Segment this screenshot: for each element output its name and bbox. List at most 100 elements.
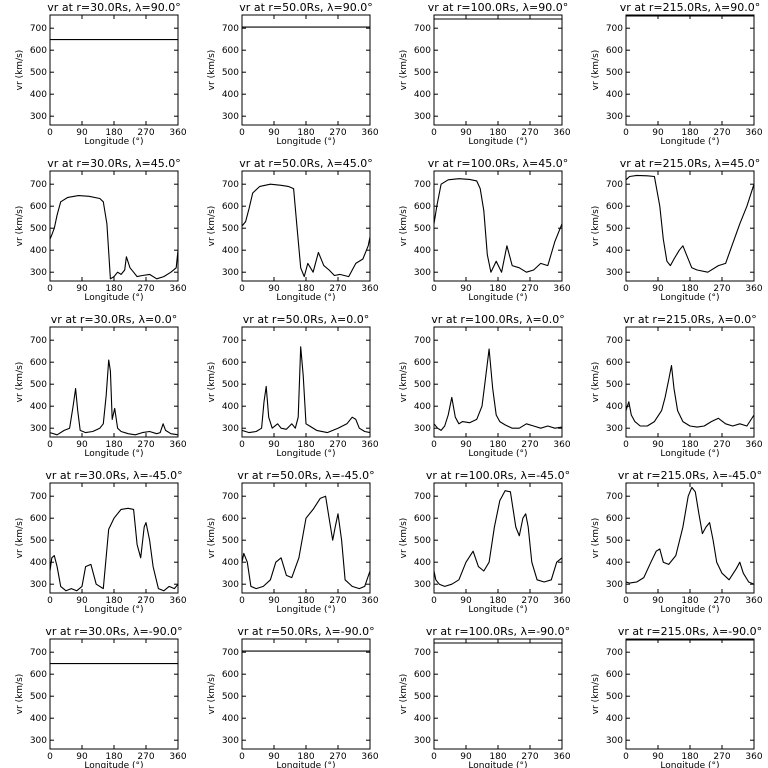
y-tick-label: 700 bbox=[606, 492, 623, 502]
x-tick-label: 0 bbox=[239, 128, 245, 138]
chart-title: vr at r=215.0Rs, λ=-90.0° bbox=[618, 625, 762, 638]
x-tick-label: 90 bbox=[460, 128, 472, 138]
y-tick-label: 300 bbox=[414, 268, 431, 278]
y-tick-label: 700 bbox=[414, 648, 431, 658]
x-axis-label: Longitude (°) bbox=[84, 137, 143, 147]
x-tick-label: 90 bbox=[76, 128, 88, 138]
x-tick-label: 360 bbox=[169, 596, 186, 606]
y-tick-label: 500 bbox=[222, 380, 239, 390]
plot-frame bbox=[625, 482, 755, 594]
x-axis-label: Longitude (°) bbox=[276, 137, 335, 147]
x-tick-label: 90 bbox=[268, 596, 280, 606]
x-tick-label: 0 bbox=[239, 284, 245, 294]
x-axis-label: Longitude (°) bbox=[468, 293, 527, 303]
x-tick-label: 0 bbox=[47, 128, 53, 138]
y-tick-label: 300 bbox=[30, 736, 47, 746]
chart-title: vr at r=215.0Rs, λ=-45.0° bbox=[618, 469, 762, 482]
chart-title: vr at r=215.0Rs, λ=0.0° bbox=[623, 313, 756, 326]
x-tick-label: 90 bbox=[652, 752, 664, 762]
y-axis-label: vr (km/s) bbox=[399, 50, 409, 91]
y-axis-label: vr (km/s) bbox=[591, 362, 601, 403]
x-tick-label: 90 bbox=[460, 752, 472, 762]
y-tick-label: 600 bbox=[606, 514, 623, 524]
y-tick-label: 400 bbox=[414, 714, 431, 724]
x-tick-label: 180 bbox=[681, 128, 698, 138]
x-tick-label: 180 bbox=[297, 440, 314, 450]
series-line bbox=[241, 346, 371, 434]
y-tick-label: 400 bbox=[606, 246, 623, 256]
x-tick-label: 360 bbox=[169, 752, 186, 762]
x-tick-label: 270 bbox=[521, 596, 538, 606]
y-axis-label: vr (km/s) bbox=[207, 206, 217, 247]
y-tick-label: 600 bbox=[222, 46, 239, 56]
x-axis-label: Longitude (°) bbox=[660, 293, 719, 303]
y-tick-label: 500 bbox=[222, 224, 239, 234]
y-tick-label: 400 bbox=[414, 402, 431, 412]
y-tick-label: 600 bbox=[222, 202, 239, 212]
x-tick-label: 180 bbox=[681, 440, 698, 450]
y-axis-label: vr (km/s) bbox=[399, 206, 409, 247]
x-tick-label: 180 bbox=[105, 284, 122, 294]
y-tick-label: 500 bbox=[30, 692, 47, 702]
y-tick-label: 300 bbox=[606, 112, 623, 122]
y-tick-label: 700 bbox=[222, 492, 239, 502]
x-tick-label: 360 bbox=[361, 440, 378, 450]
y-axis-label: vr (km/s) bbox=[15, 206, 25, 247]
x-tick-label: 180 bbox=[489, 752, 506, 762]
x-tick-label: 90 bbox=[460, 440, 472, 450]
x-tick-label: 0 bbox=[47, 752, 53, 762]
y-tick-label: 300 bbox=[606, 580, 623, 590]
series-line bbox=[625, 364, 755, 428]
x-tick-label: 270 bbox=[713, 284, 730, 294]
y-tick-label: 300 bbox=[222, 112, 239, 122]
chart-title: vr at r=215.0Rs, λ=90.0° bbox=[620, 1, 760, 14]
y-tick-label: 300 bbox=[30, 424, 47, 434]
y-tick-label: 500 bbox=[30, 68, 47, 78]
y-tick-label: 700 bbox=[222, 24, 239, 34]
y-axis-label: vr (km/s) bbox=[207, 518, 217, 559]
plot-frame bbox=[433, 170, 563, 282]
y-tick-label: 600 bbox=[30, 46, 47, 56]
x-tick-label: 270 bbox=[713, 596, 730, 606]
x-tick-label: 360 bbox=[361, 128, 378, 138]
y-tick-label: 400 bbox=[414, 558, 431, 568]
plot-frame bbox=[241, 326, 371, 438]
x-tick-label: 0 bbox=[623, 440, 629, 450]
x-tick-label: 360 bbox=[745, 128, 762, 138]
x-tick-label: 360 bbox=[553, 440, 570, 450]
y-tick-label: 700 bbox=[222, 336, 239, 346]
chart-title: vr at r=30.0Rs, λ=-45.0° bbox=[45, 469, 182, 482]
x-tick-label: 90 bbox=[76, 596, 88, 606]
x-tick-label: 0 bbox=[431, 440, 437, 450]
series-line bbox=[433, 348, 563, 431]
y-tick-label: 600 bbox=[30, 670, 47, 680]
y-tick-label: 700 bbox=[606, 180, 623, 190]
x-tick-label: 360 bbox=[745, 752, 762, 762]
chart-title: vr at r=30.0Rs, λ=0.0° bbox=[51, 313, 177, 326]
y-tick-label: 500 bbox=[222, 692, 239, 702]
y-tick-label: 300 bbox=[414, 424, 431, 434]
x-tick-label: 90 bbox=[652, 284, 664, 294]
chart-title: vr at r=100.0Rs, λ=45.0° bbox=[428, 157, 568, 170]
y-axis-label: vr (km/s) bbox=[591, 206, 601, 247]
series-line bbox=[433, 178, 563, 273]
x-tick-label: 180 bbox=[489, 596, 506, 606]
x-tick-label: 180 bbox=[105, 128, 122, 138]
x-tick-label: 360 bbox=[745, 440, 762, 450]
chart-title: vr at r=100.0Rs, λ=90.0° bbox=[428, 1, 568, 14]
x-tick-label: 360 bbox=[553, 128, 570, 138]
x-tick-label: 180 bbox=[297, 284, 314, 294]
y-tick-label: 600 bbox=[30, 514, 47, 524]
x-tick-label: 90 bbox=[268, 440, 280, 450]
x-tick-label: 180 bbox=[489, 128, 506, 138]
x-tick-label: 270 bbox=[713, 128, 730, 138]
y-tick-label: 400 bbox=[606, 90, 623, 100]
y-axis-label: vr (km/s) bbox=[399, 674, 409, 715]
